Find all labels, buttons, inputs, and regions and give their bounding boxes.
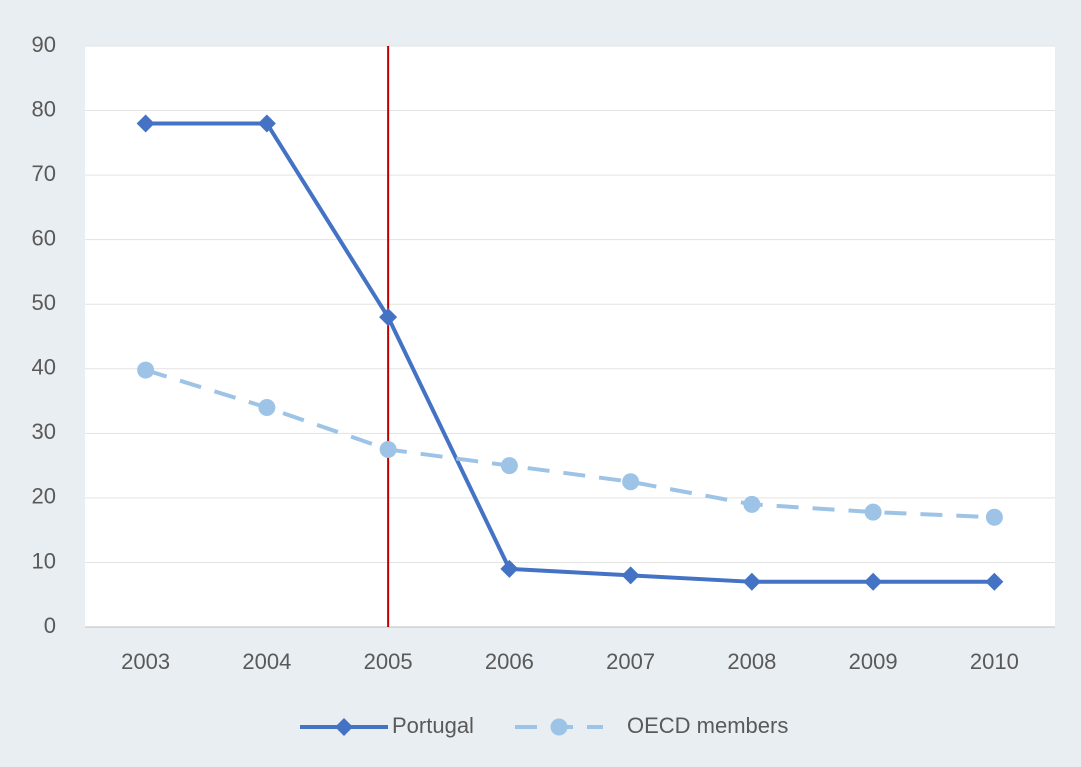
marker: [137, 361, 155, 379]
y-tick-label: 70: [32, 161, 56, 186]
marker: [550, 718, 568, 736]
marker: [335, 718, 353, 736]
x-tick-label: 2010: [970, 649, 1019, 674]
marker: [500, 559, 519, 578]
marker: [379, 308, 398, 327]
marker: [622, 473, 640, 491]
x-tick-label: 2008: [727, 649, 776, 674]
series-line: [145, 368, 995, 520]
marker: [257, 114, 276, 133]
marker: [985, 572, 1004, 591]
y-tick-label: 10: [32, 548, 56, 573]
x-tick-label: 2007: [606, 649, 655, 674]
marker: [743, 495, 761, 513]
y-tick-label: 50: [32, 290, 56, 315]
x-tick-label: 2009: [849, 649, 898, 674]
x-tick-label: 2004: [242, 649, 291, 674]
x-tick-label: 2005: [364, 649, 413, 674]
marker: [864, 503, 882, 521]
y-tick-label: 30: [32, 419, 56, 444]
y-tick-label: 60: [32, 225, 56, 250]
y-tick-label: 40: [32, 355, 56, 380]
x-tick-label: 2003: [121, 649, 170, 674]
marker: [379, 440, 397, 458]
y-tick-label: 20: [32, 484, 56, 509]
marker: [500, 457, 518, 475]
marker: [985, 508, 1003, 526]
marker: [136, 114, 155, 133]
marker: [258, 399, 276, 417]
y-tick-label: 80: [32, 96, 56, 121]
legend-label: Portugal: [392, 713, 474, 738]
x-tick-label: 2006: [485, 649, 534, 674]
y-tick-label: 90: [32, 32, 56, 57]
legend-label: OECD members: [627, 713, 788, 738]
marker: [742, 572, 761, 591]
marker: [864, 572, 883, 591]
marker: [621, 566, 640, 585]
plot-area: [85, 46, 1055, 627]
series-line: [145, 121, 995, 584]
y-tick-label: 0: [44, 613, 56, 638]
